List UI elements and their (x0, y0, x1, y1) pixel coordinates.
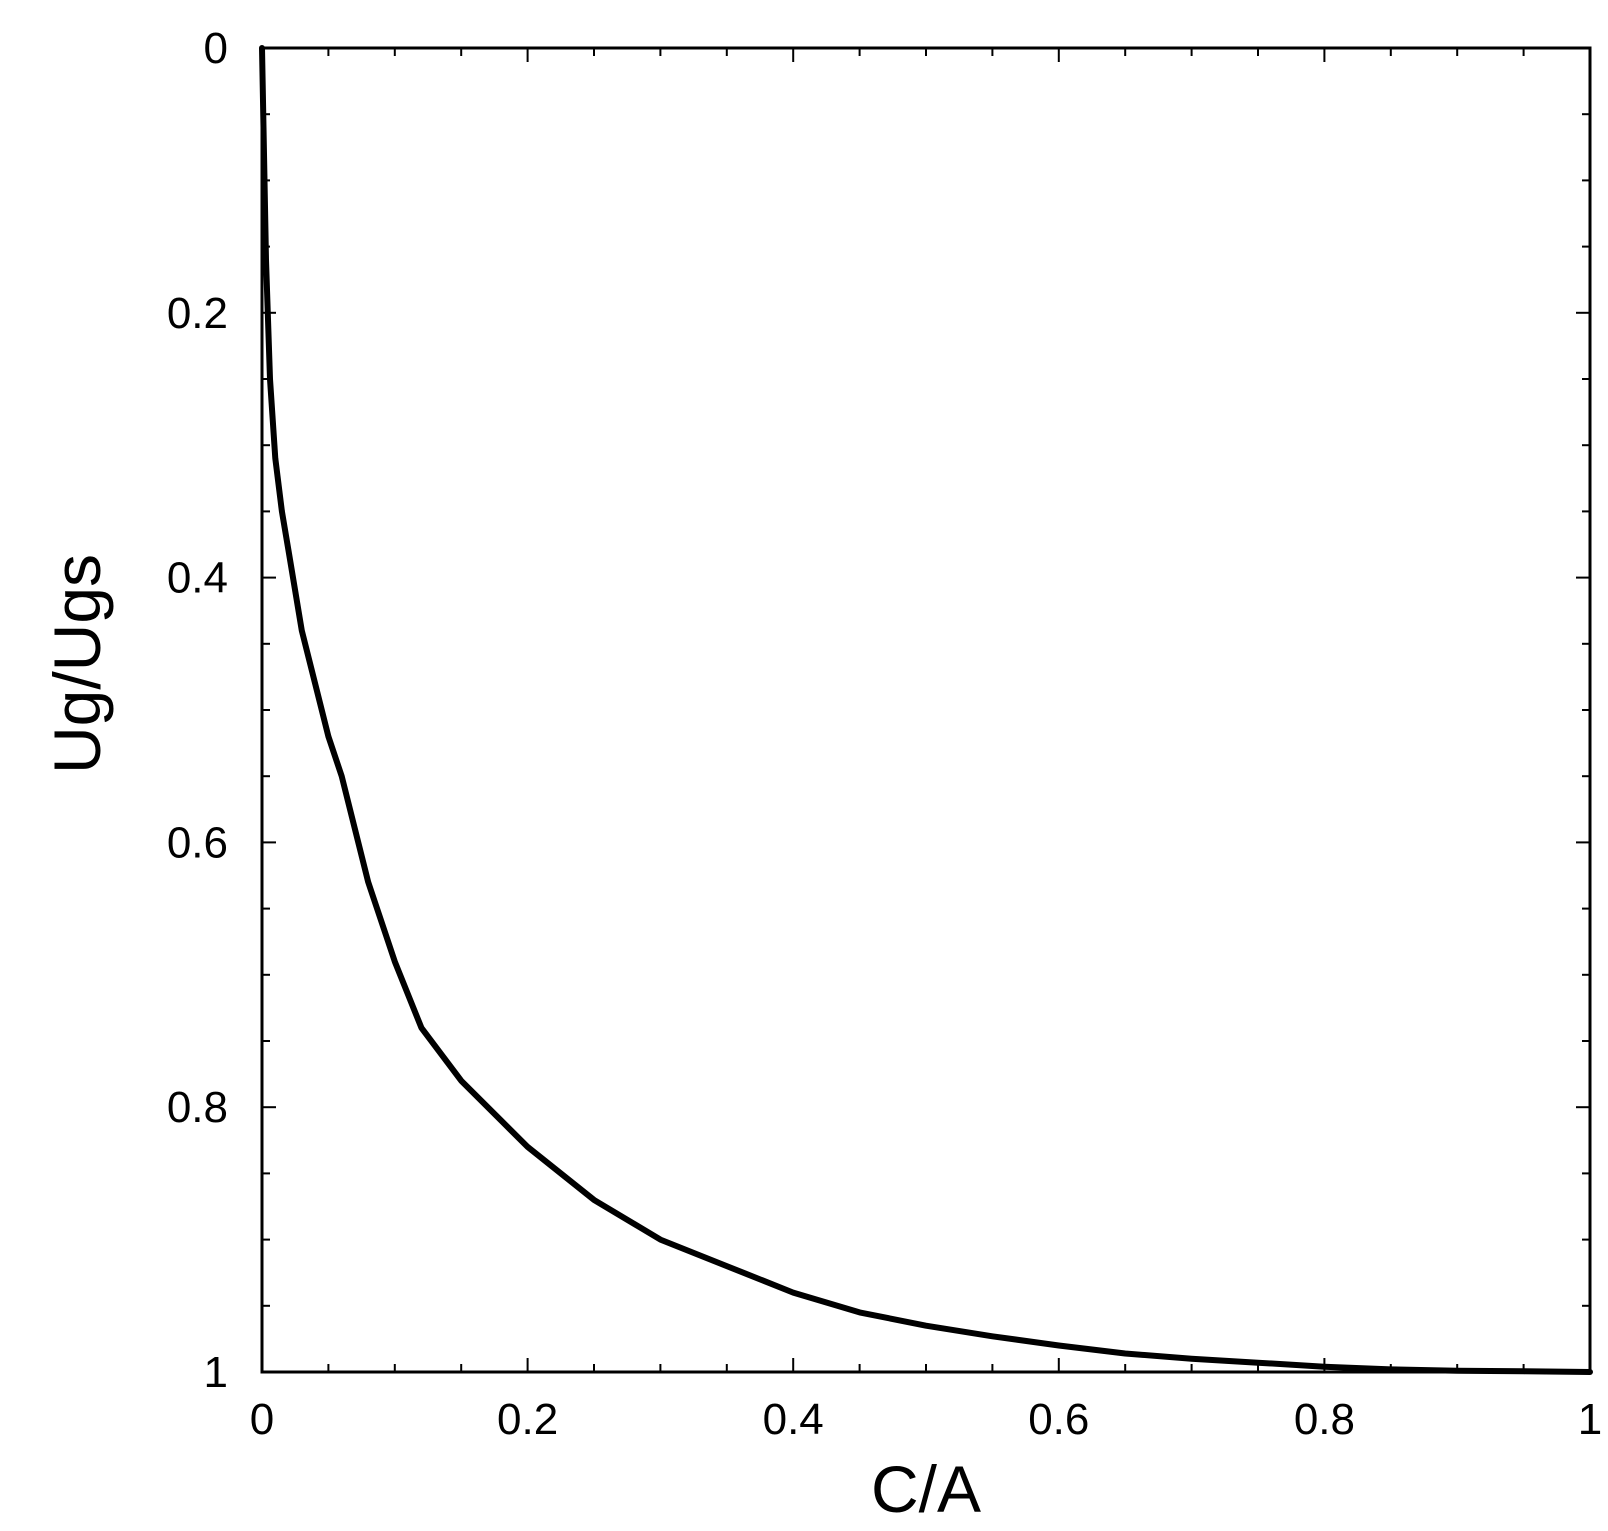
x-tick-label: 0.2 (497, 1395, 558, 1444)
x-tick-label: 0 (250, 1395, 274, 1444)
x-tick-label: 1 (1578, 1395, 1602, 1444)
x-axis-title: C/A (871, 1452, 981, 1526)
axis-ticks (261, 47, 1591, 1373)
y-tick-label: 0.4 (167, 554, 228, 603)
y-tick-label: 0 (204, 24, 228, 73)
y-tick-label: 0.2 (167, 289, 228, 338)
plot-frame (260, 46, 1592, 1374)
x-tick-labels: 0 0.2 0.4 0.6 0.8 1 (250, 1395, 1602, 1444)
y-tick-label: 0.8 (167, 1083, 228, 1132)
x-tick-label: 0.6 (1028, 1395, 1089, 1444)
series-line (259, 45, 1593, 1375)
y-axis-title: Ug/Ugs (40, 554, 114, 774)
y-tick-labels: 0 0.2 0.4 0.6 0.8 1 (167, 24, 228, 1397)
x-tick-label: 0.4 (763, 1395, 824, 1444)
y-tick-label: 0.6 (167, 818, 228, 867)
x-tick-label: 0.8 (1294, 1395, 1355, 1444)
y-tick-label: 1 (204, 1348, 228, 1397)
